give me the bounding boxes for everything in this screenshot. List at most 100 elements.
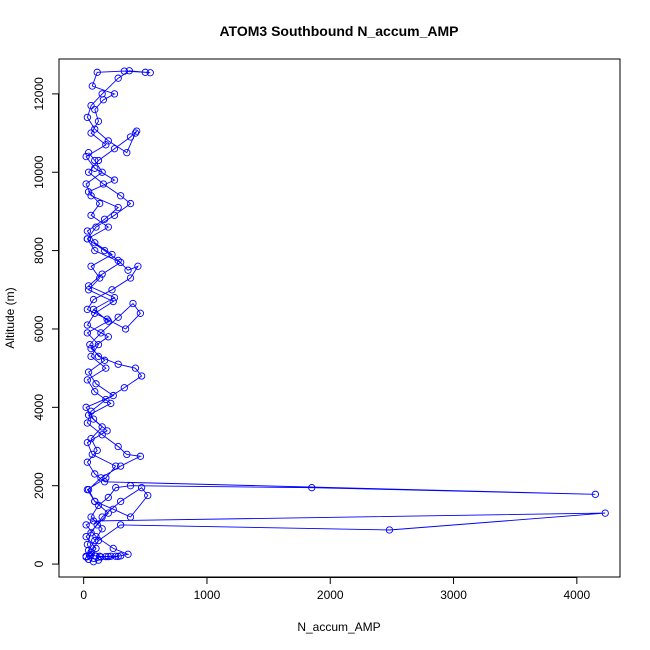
data-point (102, 141, 110, 149)
x-tick-label: 0 (80, 588, 87, 602)
data-point (87, 435, 95, 443)
data-point (91, 497, 99, 506)
data-point (100, 478, 109, 486)
data-point (91, 156, 99, 165)
data-point (104, 509, 112, 517)
data-point (89, 295, 98, 304)
data-point (91, 125, 99, 133)
data-point (84, 286, 93, 294)
x-tick-label: 3000 (440, 588, 467, 602)
data-point (137, 372, 146, 380)
data-point (82, 532, 90, 541)
data-point (114, 442, 122, 451)
data-point (104, 333, 112, 341)
data-point (91, 164, 99, 172)
data-point (91, 309, 99, 317)
data-point (126, 482, 135, 490)
y-tick-label: 8000 (32, 237, 46, 264)
data-point (86, 340, 94, 349)
data-point (83, 227, 92, 235)
data-point (84, 368, 93, 376)
data-point (83, 235, 92, 243)
data-point (83, 419, 92, 427)
data-point (88, 450, 96, 459)
data-point (114, 74, 122, 82)
data-point (87, 101, 95, 110)
series-layer (82, 67, 609, 566)
data-point (107, 399, 115, 408)
data-point (102, 395, 110, 404)
data-point (92, 544, 100, 553)
data-point (114, 256, 122, 265)
data-point (126, 133, 135, 141)
data-point (110, 211, 119, 219)
data-point (100, 356, 109, 364)
data-point (84, 168, 93, 176)
data-point (83, 485, 92, 494)
data-point (385, 526, 394, 534)
data-point (104, 552, 112, 561)
data-point (120, 384, 128, 392)
data-point (91, 246, 99, 255)
data-point (100, 215, 109, 223)
data-point (120, 67, 128, 75)
data-point (126, 199, 135, 208)
y-tick-label: 0 (32, 560, 46, 567)
data-point (108, 250, 116, 259)
y-axis-label: Altitude (m) (3, 287, 17, 348)
data-point (86, 551, 94, 560)
data-point (131, 129, 140, 137)
data-point (93, 521, 101, 529)
data-point (82, 403, 90, 411)
data-point (92, 532, 100, 541)
x-tick-label: 2000 (317, 588, 344, 602)
data-point (82, 521, 90, 529)
data-point (110, 293, 119, 302)
x-tick-label: 1000 (194, 588, 221, 602)
data-point (97, 474, 105, 482)
data-point (83, 321, 92, 329)
data-point (110, 176, 119, 184)
data-point (104, 317, 112, 325)
data-point (123, 450, 131, 459)
data-point (93, 446, 101, 455)
data-point (108, 286, 116, 294)
data-point (112, 552, 120, 560)
data-point (98, 525, 106, 533)
data-point (116, 462, 125, 470)
data-point (83, 458, 92, 466)
data-point (98, 431, 106, 439)
data-point (84, 411, 93, 419)
data-point (116, 521, 125, 529)
data-point (94, 156, 103, 165)
data-point (98, 90, 106, 98)
data-point (104, 493, 112, 502)
y-tick-label: 12000 (32, 77, 46, 111)
data-point (129, 299, 137, 308)
y-axis: 0 2000 4000 6000 8000 10000 12000 (32, 77, 59, 567)
data-point (93, 68, 101, 76)
x-axis: 0 1000 2000 3000 4000 (80, 577, 591, 602)
data-point (126, 513, 135, 521)
data-point (104, 137, 112, 145)
data-point (110, 90, 119, 98)
data-point (94, 536, 103, 545)
data-point (109, 391, 117, 400)
data-point (82, 152, 90, 161)
data-point (116, 258, 125, 267)
data-point (87, 513, 95, 521)
data-point (87, 211, 95, 219)
data-point (82, 553, 90, 561)
data-point (109, 297, 117, 306)
data-point (87, 344, 95, 353)
y-tick-label: 6000 (32, 315, 46, 342)
series-line (85, 70, 606, 563)
data-point (83, 376, 92, 384)
data-point (591, 490, 599, 498)
data-point (112, 484, 120, 492)
data-point (87, 529, 95, 537)
data-point (114, 360, 122, 368)
data-point (83, 540, 92, 549)
data-point (91, 470, 99, 478)
